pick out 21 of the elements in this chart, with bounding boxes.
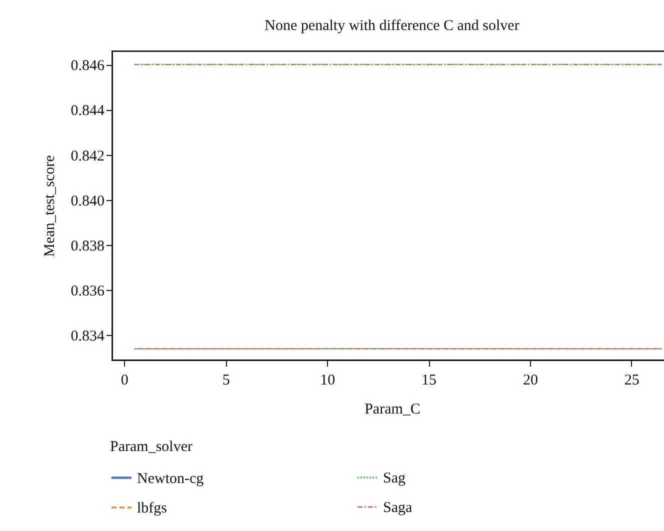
y-tick-label: 0.842: [70, 148, 104, 164]
legend-label: Saga: [383, 500, 412, 516]
y-axis-title: Mean_test_score: [42, 154, 58, 257]
x-tick-label: 5: [222, 372, 230, 388]
y-tick-label: 0.836: [70, 284, 105, 300]
x-tick-label: 15: [422, 372, 437, 388]
legend-label: Sag: [383, 470, 406, 486]
legend-label: Newton-cg: [137, 470, 204, 487]
y-tick-label: 0.846: [70, 58, 105, 74]
x-tick-label: 10: [320, 372, 336, 388]
chart-title: None penalty with difference C and solver: [264, 18, 520, 34]
y-tick-label: 0.844: [70, 103, 105, 120]
y-tick-label: 0.840: [70, 193, 104, 210]
legend-label: lbfgs: [137, 500, 168, 516]
x-tick-label: 25: [624, 372, 640, 388]
y-tick-label: 0.838: [70, 238, 104, 254]
x-tick-label: 0: [120, 372, 128, 388]
legend-title: Param_solver: [110, 439, 192, 455]
x-tick-label: 20: [522, 372, 538, 388]
y-tick-label: 0.834: [70, 328, 105, 345]
x-axis-title: Param_C: [364, 402, 420, 418]
